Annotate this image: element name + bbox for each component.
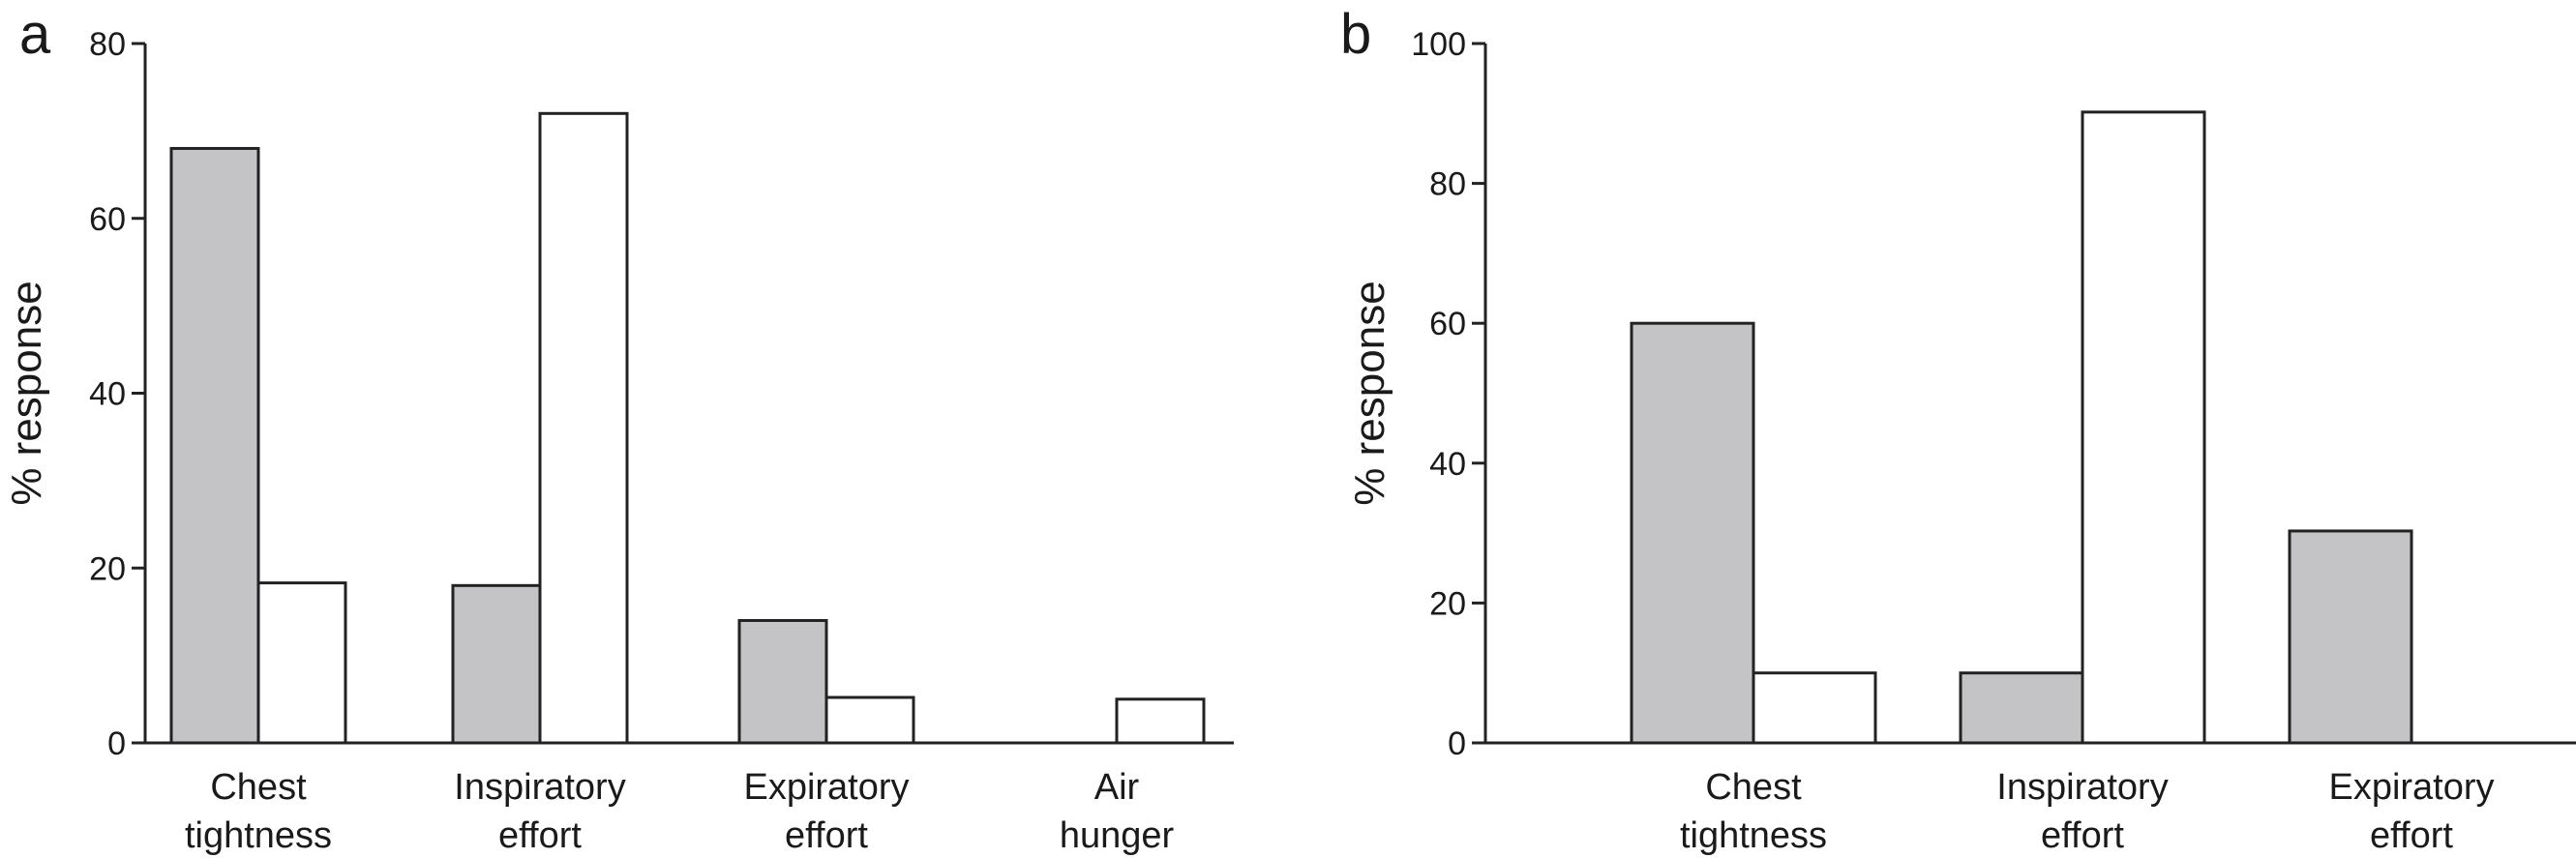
y-axis-title: % response bbox=[1346, 281, 1393, 505]
category-label: Inspiratory bbox=[454, 767, 625, 808]
bar bbox=[1752, 671, 1877, 745]
category-label: Expiratory bbox=[743, 767, 909, 808]
category-label: effort bbox=[2041, 815, 2124, 856]
y-tick-label: 60 bbox=[89, 201, 126, 238]
category-label: effort bbox=[785, 815, 868, 856]
category-label: tightness bbox=[1680, 815, 1827, 856]
bar bbox=[256, 581, 347, 745]
chart-panel-a: a 0 20 40 60 80 % response Chest tightness Inspir… bbox=[3, 3, 1234, 856]
bar bbox=[824, 695, 915, 745]
bar bbox=[451, 583, 542, 745]
panel-letter: a bbox=[19, 3, 51, 66]
chart-panel-b: b 0 20 40 60 80 100 % response Chest tightness Ins… bbox=[1340, 3, 2576, 856]
bar bbox=[737, 618, 828, 745]
y-tick-label: 80 bbox=[1429, 166, 1466, 203]
y-tick-label: 0 bbox=[1448, 725, 1466, 762]
y-tick-label: 20 bbox=[89, 550, 126, 587]
panel-letter: b bbox=[1340, 3, 1371, 66]
bar bbox=[2081, 110, 2206, 745]
bar bbox=[2288, 529, 2413, 745]
category-label: effort bbox=[498, 815, 582, 856]
y-tick-label: 20 bbox=[1429, 585, 1466, 622]
category-label: Air bbox=[1094, 767, 1140, 808]
category-label: Expiratory bbox=[2328, 767, 2494, 808]
category-label: Inspiratory bbox=[1996, 767, 2168, 808]
y-axis-title: % response bbox=[3, 281, 50, 505]
y-tick-label: 80 bbox=[89, 26, 126, 63]
category-label: Chest bbox=[210, 767, 307, 808]
y-tick-label: 100 bbox=[1411, 26, 1466, 63]
bar bbox=[1115, 697, 1206, 745]
category-label: effort bbox=[2370, 815, 2453, 856]
y-tick-label: 60 bbox=[1429, 306, 1466, 342]
category-label: Chest bbox=[1705, 767, 1802, 808]
category-label: tightness bbox=[185, 815, 332, 856]
bar bbox=[1630, 321, 1755, 745]
y-tick-label: 40 bbox=[89, 376, 126, 413]
bar bbox=[538, 111, 629, 745]
bar bbox=[169, 146, 260, 745]
y-tick-label: 40 bbox=[1429, 446, 1466, 483]
bar bbox=[1959, 671, 2084, 745]
category-label: hunger bbox=[1060, 815, 1175, 856]
y-tick-label: 0 bbox=[107, 725, 126, 762]
